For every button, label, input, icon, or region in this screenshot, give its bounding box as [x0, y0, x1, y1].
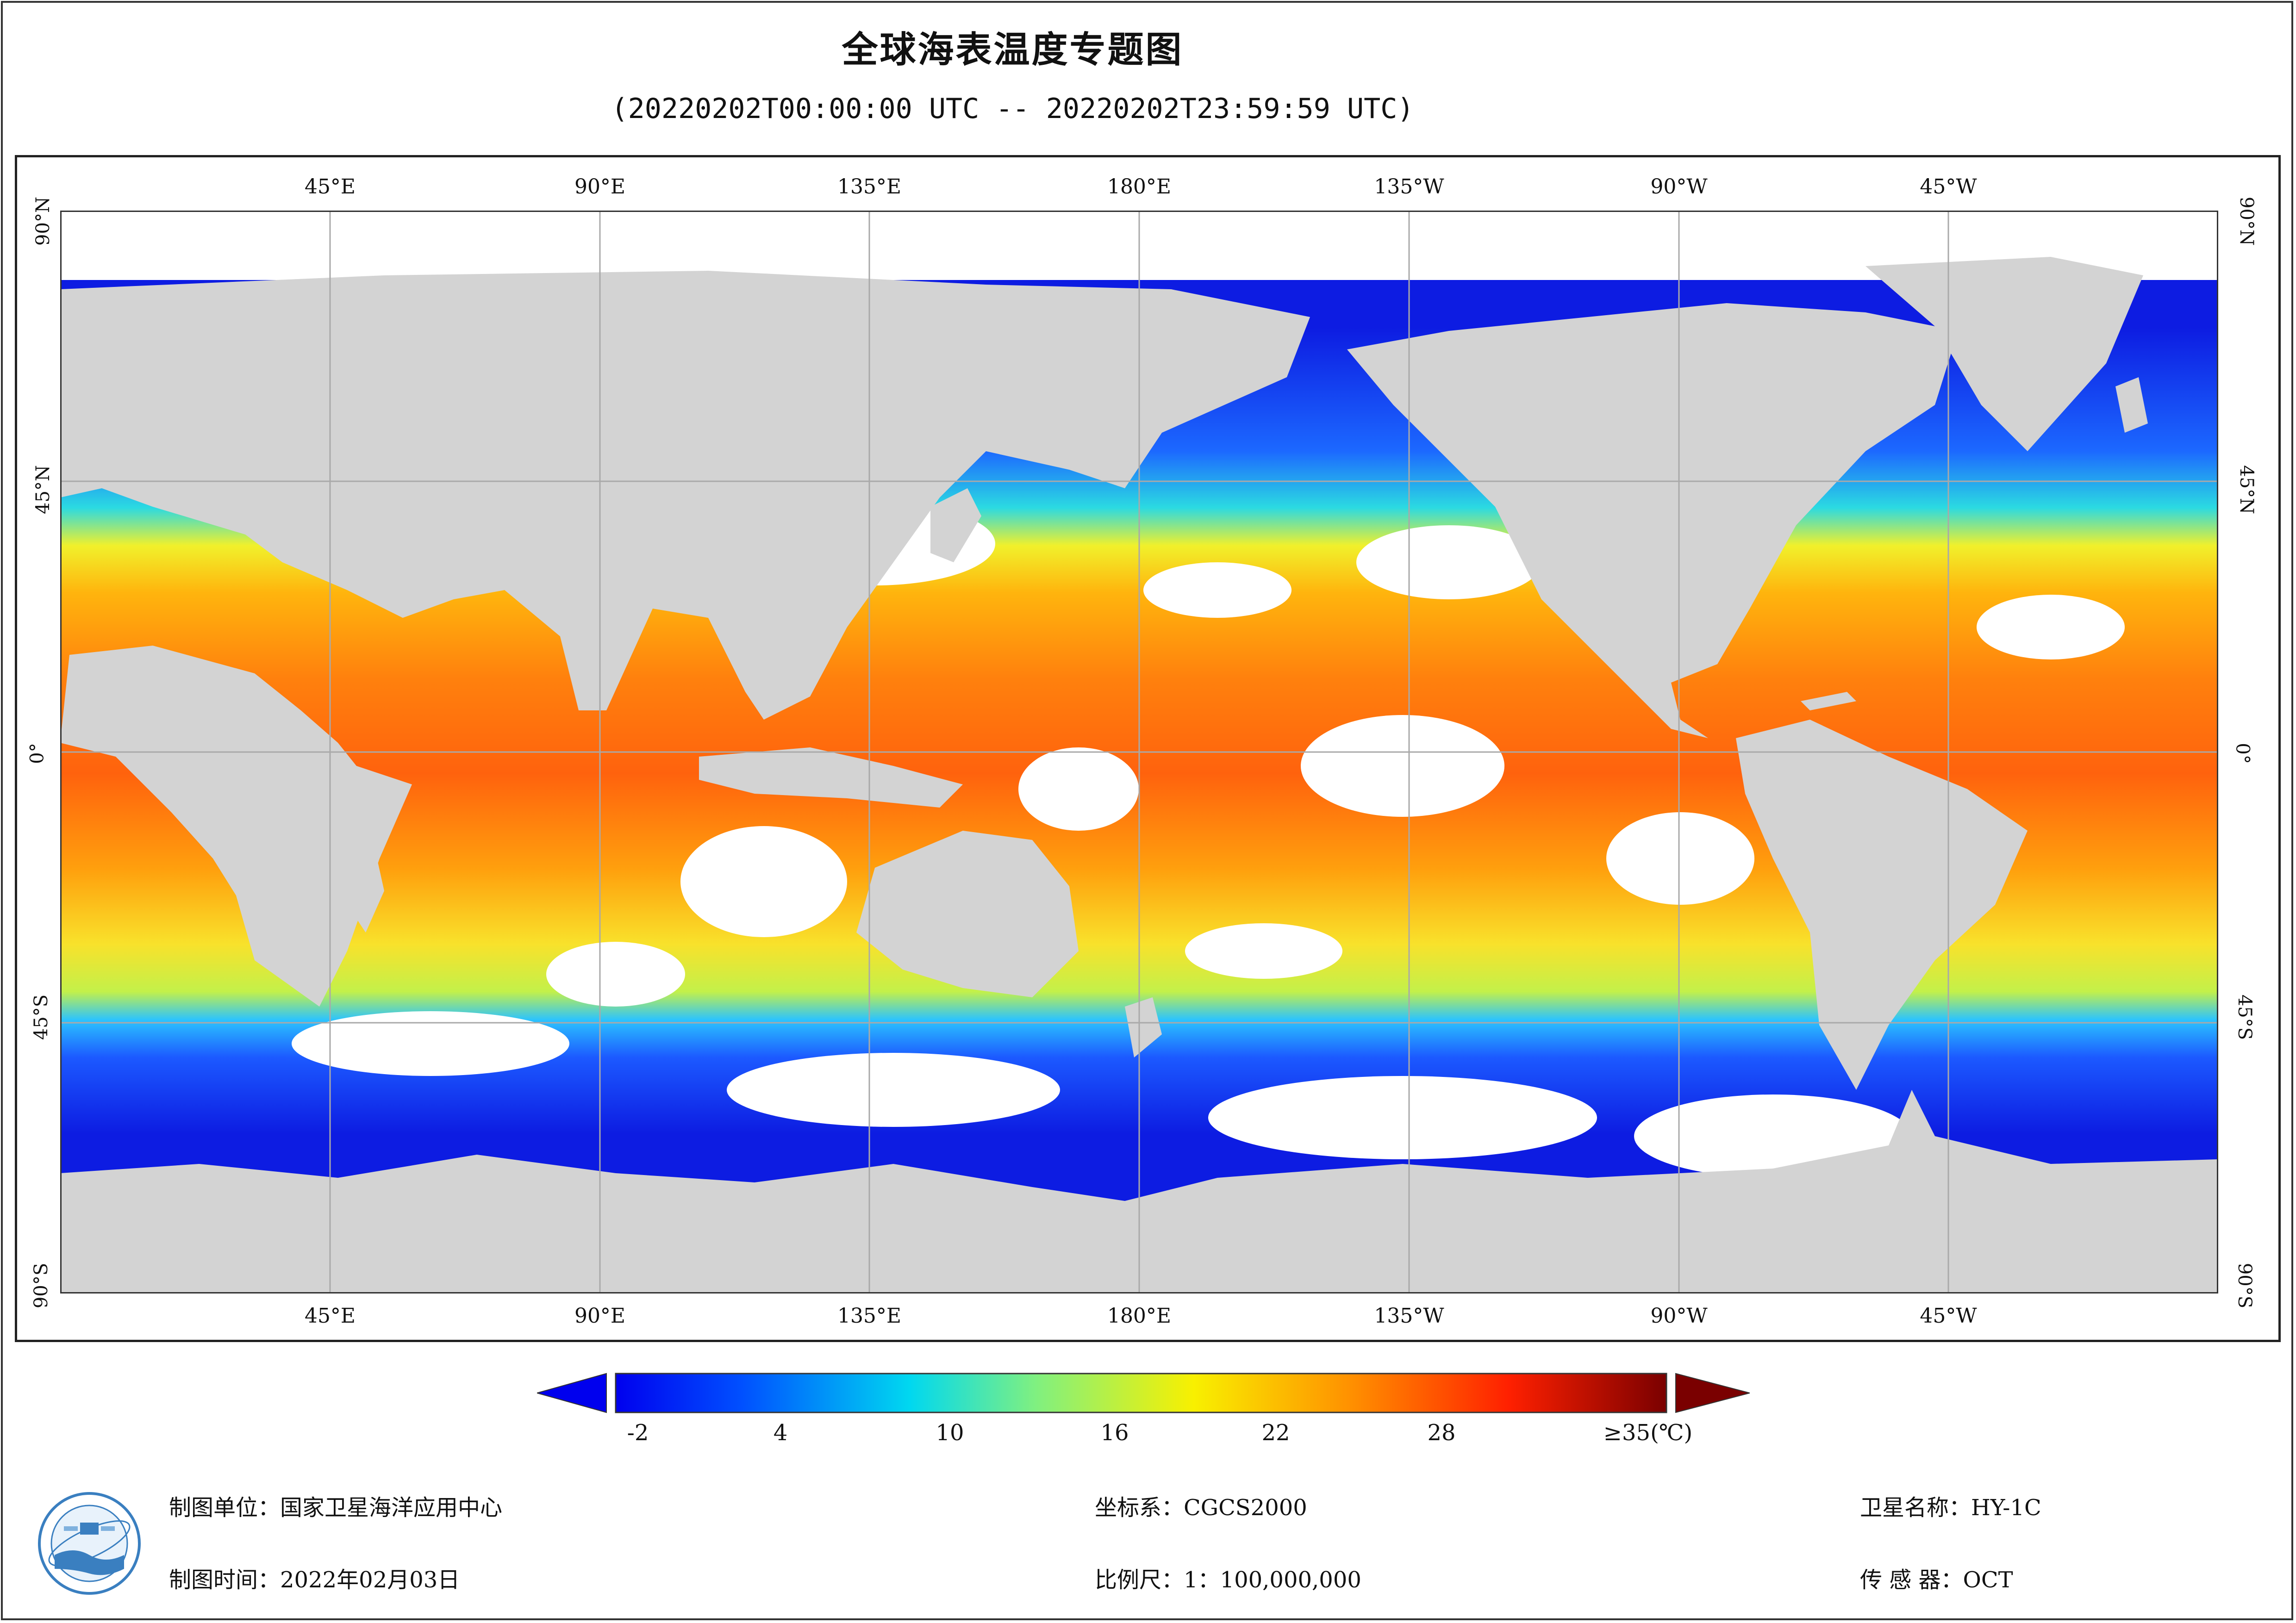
- legend-tick-label: 28: [1427, 1420, 1456, 1446]
- land-australia: [856, 831, 1079, 997]
- land-greenland: [1866, 257, 2143, 451]
- lat-label-left-45n: 45°N: [32, 465, 54, 514]
- legend-gradient-bar: [615, 1373, 1667, 1413]
- lon-label-top-45w: 45°W: [1920, 175, 1977, 199]
- lon-label-bottom-135w: 135°W: [1374, 1304, 1444, 1328]
- land-uk: [2115, 377, 2148, 433]
- lat-label-left-90n: 90°N: [32, 197, 54, 246]
- land-madagascar: [347, 849, 384, 933]
- legend-min-arrow: [537, 1373, 607, 1413]
- legend-tick-label: 22: [1261, 1420, 1290, 1446]
- lon-label-top-180e: 180°E: [1107, 175, 1172, 199]
- map-title: 全球海表温度专题图: [842, 29, 1184, 71]
- sensor-name: 传 感 器：OCT: [1860, 1567, 2013, 1593]
- legend-tick-label: 4: [773, 1420, 788, 1446]
- lon-label-bottom-135e: 135°E: [837, 1304, 902, 1328]
- lon-label-top-45e: 45°E: [304, 175, 356, 199]
- lat-label-left-45s: 45°S: [31, 994, 52, 1040]
- color-legend: [537, 1373, 1750, 1413]
- legend-max-arrow: [1675, 1373, 1750, 1413]
- legend-tick-label: 16: [1100, 1420, 1129, 1446]
- lon-label-bottom-180e: 180°E: [1107, 1304, 1172, 1328]
- mapping-date: 制图时间：2022年02月03日: [169, 1567, 460, 1593]
- lon-label-bottom-45e: 45°E: [304, 1304, 356, 1328]
- lon-label-top-135e: 135°E: [837, 175, 902, 199]
- lat-label-left-0: 0°: [26, 743, 48, 764]
- land-eurasia: [60, 271, 1310, 720]
- lon-label-top-90e: 90°E: [574, 175, 626, 199]
- lon-label-top-90w: 90°W: [1650, 175, 1708, 199]
- lat-label-right-90s: 90°S: [2234, 1262, 2256, 1309]
- land-indonesia: [699, 747, 963, 808]
- lat-label-right-0: 0°: [2232, 743, 2253, 764]
- legend-tick-label: 10: [936, 1420, 964, 1446]
- land-africa: [60, 646, 412, 1007]
- map-scale: 比例尺：1：100,000,000: [1095, 1567, 1361, 1593]
- satellite-name: 卫星名称：HY-1C: [1860, 1495, 2041, 1521]
- nsoas-logo: [38, 1492, 141, 1595]
- sst-map: [60, 211, 2218, 1293]
- land-south-america: [1736, 720, 2028, 1090]
- lon-label-top-135w: 135°W: [1374, 175, 1444, 199]
- legend-tick-label: -2: [627, 1420, 649, 1446]
- land-cuba: [1801, 692, 1856, 710]
- lat-label-right-90n: 90°N: [2235, 197, 2257, 246]
- land-japan: [930, 488, 981, 562]
- lat-label-left-90s: 90°S: [31, 1262, 52, 1309]
- land-north-america: [1347, 303, 1958, 738]
- graticule: [60, 211, 2218, 1293]
- lat-label-right-45n: 45°N: [2235, 465, 2257, 514]
- lon-label-bottom-45w: 45°W: [1920, 1304, 1977, 1328]
- mapping-unit: 制图单位：国家卫星海洋应用中心: [169, 1495, 503, 1521]
- lon-label-bottom-90w: 90°W: [1650, 1304, 1708, 1328]
- map-border: [60, 211, 2218, 1293]
- legend-tick-label: ≥35(℃): [1603, 1420, 1693, 1446]
- map-subtitle: (20220202T00:00:00 UTC -- 20220202T23:59…: [611, 93, 1414, 125]
- lat-label-right-45s: 45°S: [2234, 994, 2256, 1040]
- coordinate-system: 坐标系：CGCS2000: [1095, 1495, 1307, 1521]
- lon-label-bottom-90e: 90°E: [574, 1304, 626, 1328]
- land-new-zealand: [1125, 997, 1162, 1057]
